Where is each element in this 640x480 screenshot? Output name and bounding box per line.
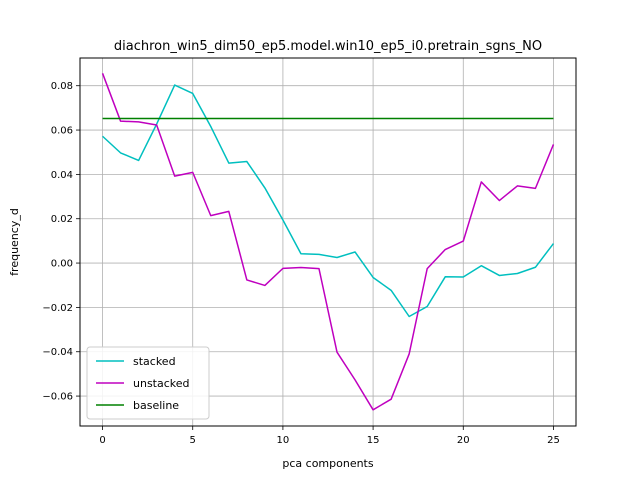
y-tick-label: 0.08 — [51, 81, 73, 92]
x-axis-label: pca components — [282, 457, 373, 470]
legend-label-unstacked: unstacked — [133, 377, 190, 390]
grid — [80, 58, 576, 426]
axis-ticks: 0 5 10 15 20 25 −0.06 −0.04 −0.02 0.00 0.02 0.04 0.0… — [42, 81, 559, 446]
chart-title: diachron_win5_dim50_ep5.model.win10_ep5_… — [114, 39, 542, 54]
y-tick-label: −0.04 — [42, 347, 73, 358]
y-tick-label: 0.00 — [51, 259, 73, 270]
x-tick-label: 15 — [367, 435, 380, 446]
y-tick-label: 0.02 — [51, 214, 73, 225]
series-lines — [101, 73, 555, 411]
x-tick-label: 20 — [457, 435, 470, 446]
series-line-unstacked — [101, 73, 555, 411]
y-tick-label: −0.06 — [42, 392, 73, 403]
series-line-stacked — [102, 84, 555, 318]
legend-label-stacked: stacked — [133, 355, 176, 368]
x-tick-label: 25 — [547, 435, 560, 446]
y-tick-label: 0.04 — [51, 170, 73, 181]
legend: stacked unstacked baseline — [86, 346, 210, 420]
legend-box — [86, 346, 210, 420]
x-tick-label: 10 — [277, 435, 290, 446]
y-axis-label: frequency_d — [8, 208, 21, 276]
y-tick-label: 0.06 — [51, 126, 73, 137]
x-tick-label: 0 — [99, 435, 105, 446]
legend-label-baseline: baseline — [133, 399, 179, 412]
plot-frame — [79, 57, 577, 427]
y-tick-label: −0.02 — [42, 303, 73, 314]
x-tick-label: 5 — [190, 435, 196, 446]
